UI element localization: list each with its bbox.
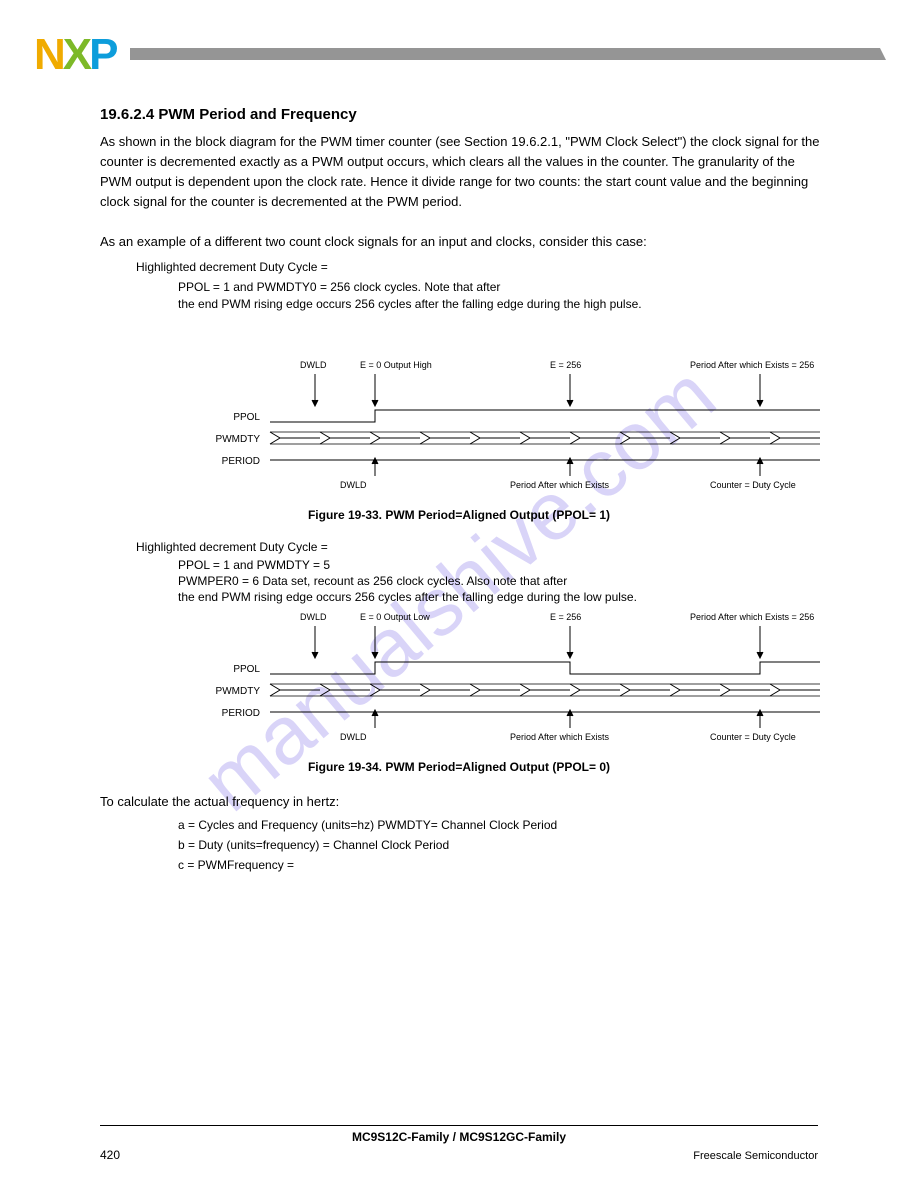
logo-letter-p: P (89, 30, 115, 79)
footer-company: Freescale Semiconductor (693, 1150, 818, 1162)
formula-c: c = PWMFrequency = (178, 856, 294, 875)
fig33-svg (120, 360, 840, 500)
logo-letter-x: X (63, 30, 89, 79)
example1-line1: PPOL = 1 and PWMDTY0 = 256 clock cycles.… (178, 278, 818, 297)
example1-title: Highlighted decrement Duty Cycle = (136, 258, 328, 277)
example2-line3: the end PWM rising edge occurs 256 cycle… (178, 588, 818, 607)
paragraph-3: To calculate the actual frequency in her… (100, 792, 339, 812)
footer-rule (100, 1125, 818, 1126)
formula-a: a = Cycles and Frequency (units=hz) PWMD… (178, 816, 557, 835)
formula-b: b = Duty (units=frequency) = Channel Clo… (178, 836, 449, 855)
example1-line2: the end PWM rising edge occurs 256 cycle… (178, 295, 818, 314)
footer-title: MC9S12C-Family / MC9S12GC-Family (0, 1130, 918, 1144)
paragraph-1: As shown in the block diagram for the PW… (100, 132, 820, 213)
fig34-caption: Figure 19-34. PWM Period=Aligned Output … (0, 760, 918, 774)
nxp-logo: NXP (34, 30, 116, 80)
logo-letter-n: N (34, 30, 63, 79)
header-divider-bar (130, 48, 880, 60)
fig33-caption: Figure 19-33. PWM Period=Aligned Output … (0, 508, 918, 522)
example2-title: Highlighted decrement Duty Cycle = (136, 538, 328, 557)
paragraph-2: As an example of a different two count c… (100, 232, 820, 252)
fig34-svg (120, 612, 840, 752)
page-number: 420 (100, 1148, 120, 1162)
section-heading: 19.6.2.4 PWM Period and Frequency (100, 106, 357, 123)
